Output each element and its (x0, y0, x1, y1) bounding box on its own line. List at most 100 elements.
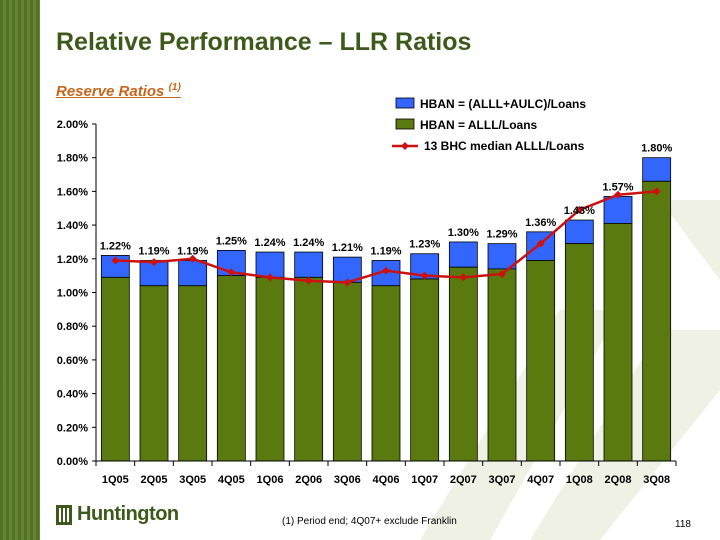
bar-base-segment (487, 268, 517, 462)
y-tick-label: 0.40% (57, 389, 88, 401)
median-line-point (614, 190, 622, 199)
median-line-point (382, 266, 390, 275)
y-tick-label: 0.00% (57, 456, 88, 468)
x-tick-label: 4Q05 (218, 474, 245, 486)
bar-top-segment (603, 196, 633, 224)
median-line-point (343, 278, 352, 287)
bar-base-segment (371, 285, 401, 462)
bar-base-segment (642, 180, 672, 462)
bar-base-segment (603, 223, 633, 462)
legend-label-median: 13 BHC median ALLL/Loans (424, 139, 585, 153)
bar-base-segment (332, 281, 362, 462)
bar-base-segment (178, 285, 208, 462)
bar-data-label: 1.22% (100, 240, 131, 252)
bar-data-label: 1.21% (332, 242, 363, 254)
bar-base-segment (255, 276, 285, 462)
y-tick-label: 1.80% (57, 153, 88, 165)
x-tick-label: 4Q06 (373, 474, 400, 486)
median-line-point (420, 271, 429, 280)
bars-group (100, 157, 672, 462)
bar-data-label: 1.19% (370, 245, 401, 257)
legend-swatch-total (395, 97, 415, 109)
subtitle-note: (1) (168, 82, 181, 93)
bar-data-label: 1.19% (177, 245, 208, 257)
bar-top-segment (255, 251, 285, 278)
x-tick-label: 1Q07 (411, 474, 438, 486)
legend-marker-median (401, 142, 409, 150)
bar-top-segment (448, 241, 478, 268)
x-tick-label: 2Q08 (605, 474, 632, 486)
bar-base-segment (564, 243, 594, 462)
subtitle-text: Reserve Ratios (56, 83, 165, 100)
bar-data-label: 1.19% (138, 245, 169, 257)
page-number: 118 (675, 519, 691, 530)
median-line-point (188, 254, 197, 263)
bar-data-label: 1.23% (409, 239, 440, 251)
median-line-group (111, 187, 661, 287)
bar-base-segment (410, 278, 440, 462)
x-tick-label: 2Q07 (450, 474, 477, 486)
median-line-point (459, 273, 468, 282)
bar-base-segment (526, 260, 556, 462)
y-axis: 0.00% 0.20% 0.40% 0.60% 0.80% 1.00% 1.20% 1.40%… (57, 119, 97, 468)
bar-data-label: 1.24% (293, 237, 324, 249)
bar-data-label: 1.43% (564, 205, 595, 217)
bar-base-segment (216, 275, 246, 462)
x-tick-label: 4Q07 (527, 474, 554, 486)
bar-data-label: 1.24% (254, 237, 285, 249)
page-title: Relative Performance – LLR Ratios (56, 28, 472, 56)
bar-top-segment (294, 251, 324, 278)
x-tick-label: 2Q06 (295, 474, 322, 486)
x-tick-label: 1Q06 (257, 474, 284, 486)
bar-base-segment (448, 266, 478, 462)
bar-data-label: 1.57% (602, 181, 633, 193)
logo-text: Huntington (77, 503, 179, 525)
y-tick-label: 1.60% (57, 186, 88, 198)
x-tick-label: 3Q08 (643, 474, 670, 486)
x-axis: 1Q05 2Q05 3Q05 4Q05 1Q06 2Q06 3Q06 4Q06 1Q07 2Q07… (95, 460, 677, 486)
bar-top-segment (564, 219, 594, 245)
bar-base-segment (294, 276, 324, 462)
bar-data-label: 1.80% (641, 143, 672, 155)
median-line-point (498, 269, 506, 278)
bar-data-label: 1.29% (486, 229, 517, 241)
x-tick-label: 3Q06 (334, 474, 361, 486)
bar-base-segment (100, 276, 130, 462)
footnote: (1) Period end; 4Q07+ exclude Franklin (282, 516, 457, 527)
side-stripe-decoration (0, 0, 40, 540)
y-tick-label: 0.60% (57, 355, 88, 367)
y-tick-label: 1.20% (57, 254, 88, 266)
bar-data-label: 1.25% (216, 235, 247, 247)
legend-label-total: HBAN = (ALLL+AULC)/Loans (420, 97, 586, 111)
y-tick-label: 0.20% (57, 422, 88, 434)
median-line-point (652, 187, 661, 196)
bar-data-label: 1.30% (448, 227, 479, 239)
x-tick-label: 3Q05 (179, 474, 206, 486)
y-tick-label: 1.00% (57, 288, 88, 300)
chart-subtitle: Reserve Ratios (1) (56, 82, 181, 100)
x-tick-label: 1Q05 (102, 474, 129, 486)
x-tick-label: 1Q08 (566, 474, 593, 486)
legend: HBAN = (ALLL+AULC)/Loans HBAN = ALLL/Loan… (392, 97, 586, 153)
y-tick-label: 1.40% (57, 220, 88, 232)
median-line-point (227, 268, 236, 277)
y-tick-label: 2.00% (57, 119, 88, 131)
median-line-point (536, 239, 545, 248)
y-tick-label: 0.80% (57, 321, 88, 333)
legend-swatch-base (395, 118, 415, 130)
median-line-point (150, 258, 158, 267)
bar-base-segment (139, 285, 169, 462)
bar-top-segment (178, 260, 208, 287)
legend-label-base: HBAN = ALLL/Loans (420, 118, 538, 132)
huntington-logo: Huntington (56, 503, 179, 526)
median-line-point (266, 273, 274, 282)
logo-mark-icon (56, 504, 72, 525)
data-labels-group: 1.22% 1.19% 1.19% 1.25% 1.24% 1.24% 1.21% 1.19%… (100, 143, 673, 258)
bar-data-label: 1.36% (525, 217, 556, 229)
bar-top-segment (642, 157, 672, 182)
median-line-point (111, 256, 120, 265)
median-line-point (304, 276, 313, 285)
x-tick-label: 2Q05 (141, 474, 168, 486)
median-line-point (575, 205, 584, 214)
